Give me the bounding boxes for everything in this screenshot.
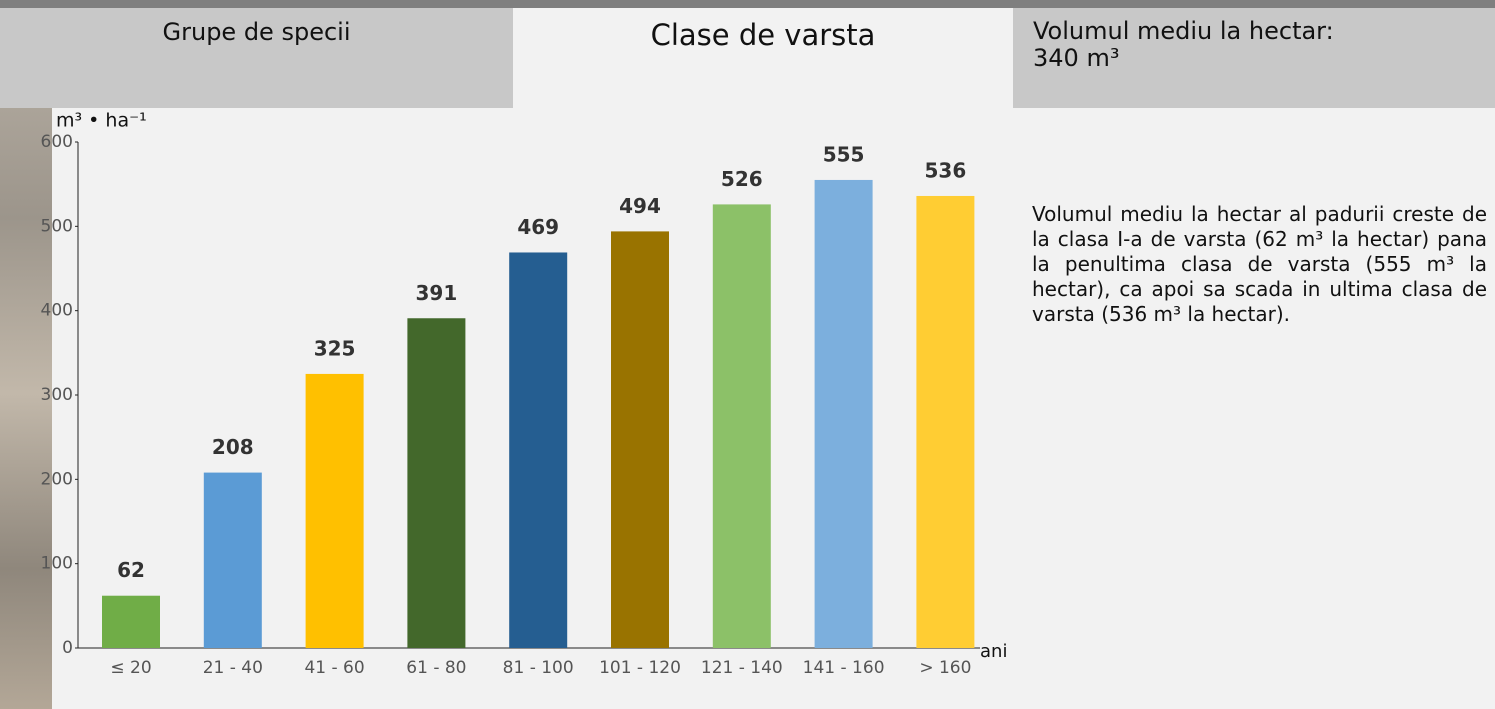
tab-label[interactable]: Clase de varsta bbox=[651, 18, 876, 52]
tab-value: 340 m³ bbox=[1033, 45, 1495, 72]
tab[interactable]: Volumul mediu la hectar:340 m³ bbox=[1013, 8, 1495, 108]
tab[interactable]: Grupe de specii bbox=[0, 8, 513, 108]
description: Volumul mediu la hectar al padurii crest… bbox=[1032, 202, 1487, 327]
top-bar bbox=[0, 0, 1495, 8]
tab-label[interactable]: Volumul mediu la hectar: bbox=[1033, 18, 1495, 45]
tab-label[interactable]: Grupe de specii bbox=[163, 18, 351, 46]
tab-active[interactable]: Clase de varsta bbox=[513, 8, 1013, 108]
background-photo bbox=[0, 8, 52, 709]
page: Grupe de specii Clase de varsta Volumul … bbox=[0, 0, 1495, 709]
content-panel bbox=[52, 108, 1495, 709]
